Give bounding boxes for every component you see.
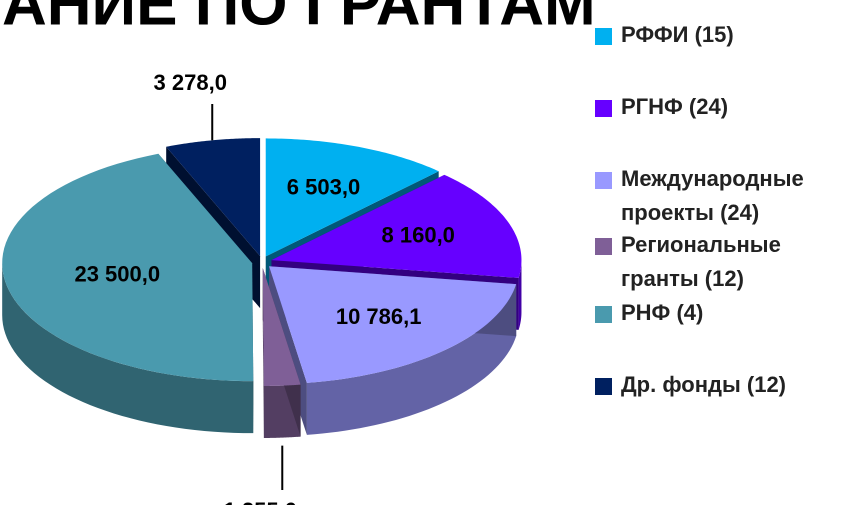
slice xyxy=(271,174,522,278)
slice xyxy=(265,138,439,257)
legend-swatch xyxy=(595,100,612,117)
slice xyxy=(262,267,301,386)
slice-side xyxy=(2,263,254,434)
slice xyxy=(2,153,254,382)
data-label: 1 255,0 xyxy=(224,498,297,505)
legend-swatch xyxy=(595,378,612,395)
legend-label: РФФИ (15) xyxy=(621,22,734,47)
legend-swatch xyxy=(595,238,612,255)
slice xyxy=(269,266,517,383)
legend-item: Международные проекты (24) xyxy=(595,162,863,230)
legend-item: РНФ (4) xyxy=(595,296,863,330)
data-label: 10 786,1 xyxy=(336,304,422,329)
legend-item: Др. фонды (12) xyxy=(595,368,863,402)
legend-swatch xyxy=(595,306,612,323)
legend-item: Региональные гранты (12) xyxy=(595,228,863,296)
legend-label: Международные проекты (24) xyxy=(621,166,804,225)
data-label: 8 160,0 xyxy=(382,222,455,247)
legend-label: РНФ (4) xyxy=(621,300,704,325)
legend-label: РГНФ (24) xyxy=(621,94,729,119)
slice xyxy=(166,138,261,257)
legend-item: РГНФ (24) xyxy=(595,90,863,124)
data-label: 3 278,0 xyxy=(154,70,227,95)
slice-wall xyxy=(262,267,264,438)
legend-swatch xyxy=(595,172,612,189)
legend-swatch xyxy=(595,28,612,45)
legend-item: РФФИ (15) xyxy=(595,18,863,52)
legend-label: Региональные гранты (12) xyxy=(621,232,781,291)
legend-label: Др. фонды (12) xyxy=(621,372,787,397)
slice-side xyxy=(518,260,522,330)
data-label: 6 503,0 xyxy=(287,174,360,199)
slice-side xyxy=(306,284,517,435)
chart-title: АНИЕ ПО ГРАНТАМ xyxy=(2,0,596,38)
data-label: 23 500,0 xyxy=(74,262,160,287)
